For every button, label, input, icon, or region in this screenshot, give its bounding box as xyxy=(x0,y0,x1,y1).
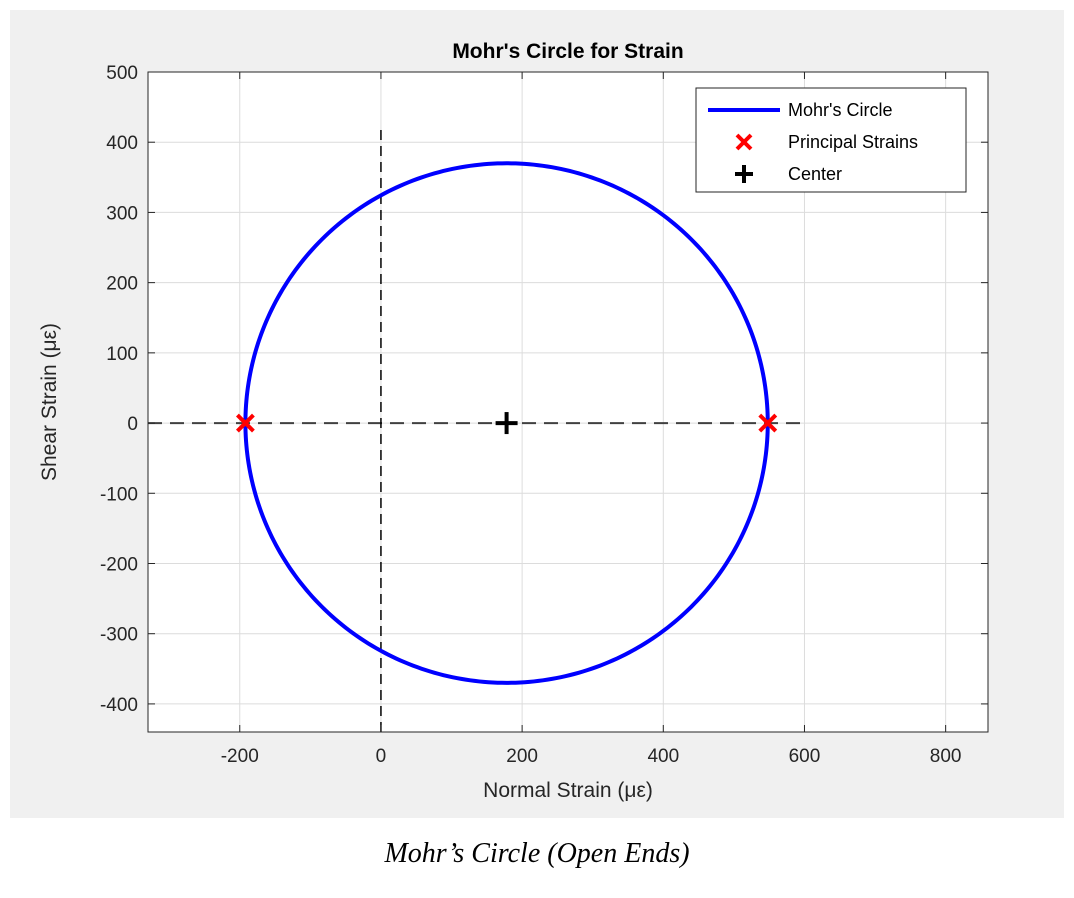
legend-swatch-center xyxy=(735,165,753,183)
legend-label-principal-strains: Principal Strains xyxy=(788,132,918,152)
legend-principal-marker xyxy=(735,133,753,151)
ticks: -200 0 200 400 600 800 -400 -300 -200 -100 0 100 200… xyxy=(100,63,988,767)
principal-strain-marker xyxy=(235,413,255,433)
x-axis-title: Normal Strain (με) xyxy=(483,779,653,802)
y-tick-label: -300 xyxy=(100,625,138,646)
markers xyxy=(235,412,778,435)
y-tick-label: -400 xyxy=(100,695,138,716)
chart-title: Mohr's Circle for Strain xyxy=(452,40,683,63)
y-tick-label: 300 xyxy=(106,203,138,224)
legend-label-mohr-circle: Mohr's Circle xyxy=(788,100,892,120)
x-tick-label: -200 xyxy=(221,746,259,767)
mohr-circle-chart: -200 0 200 400 600 800 -400 -300 -200 -100 0 100 200… xyxy=(38,40,989,802)
x-tick-label: 0 xyxy=(376,746,387,767)
reference-lines xyxy=(148,128,805,732)
principal-strain-marker xyxy=(758,413,778,433)
figure-panel: -200 0 200 400 600 800 -400 -300 -200 -100 0 100 200… xyxy=(10,10,1064,818)
y-tick-label: 500 xyxy=(106,63,138,84)
x-tick-label: 200 xyxy=(506,746,538,767)
y-tick-label: 200 xyxy=(106,274,138,295)
y-tick-label: -200 xyxy=(100,554,138,575)
x-tick-label: 400 xyxy=(647,746,679,767)
legend: Mohr's Circle Principal Strains Center xyxy=(695,87,967,193)
legend-label-center: Center xyxy=(788,164,842,184)
y-tick-label: 0 xyxy=(127,414,138,435)
y-tick-label: 400 xyxy=(106,133,138,154)
plot-frame xyxy=(147,71,989,733)
y-tick-label: 100 xyxy=(106,344,138,365)
figure-caption: Mohr’s Circle (Open Ends) xyxy=(384,838,690,869)
x-tick-label: 600 xyxy=(789,746,821,767)
y-axis-title: Shear Strain (με) xyxy=(38,323,61,481)
x-tick-label: 800 xyxy=(930,746,962,767)
legend-swatch-principal-strains xyxy=(735,133,753,151)
y-tick-label: -100 xyxy=(100,484,138,505)
